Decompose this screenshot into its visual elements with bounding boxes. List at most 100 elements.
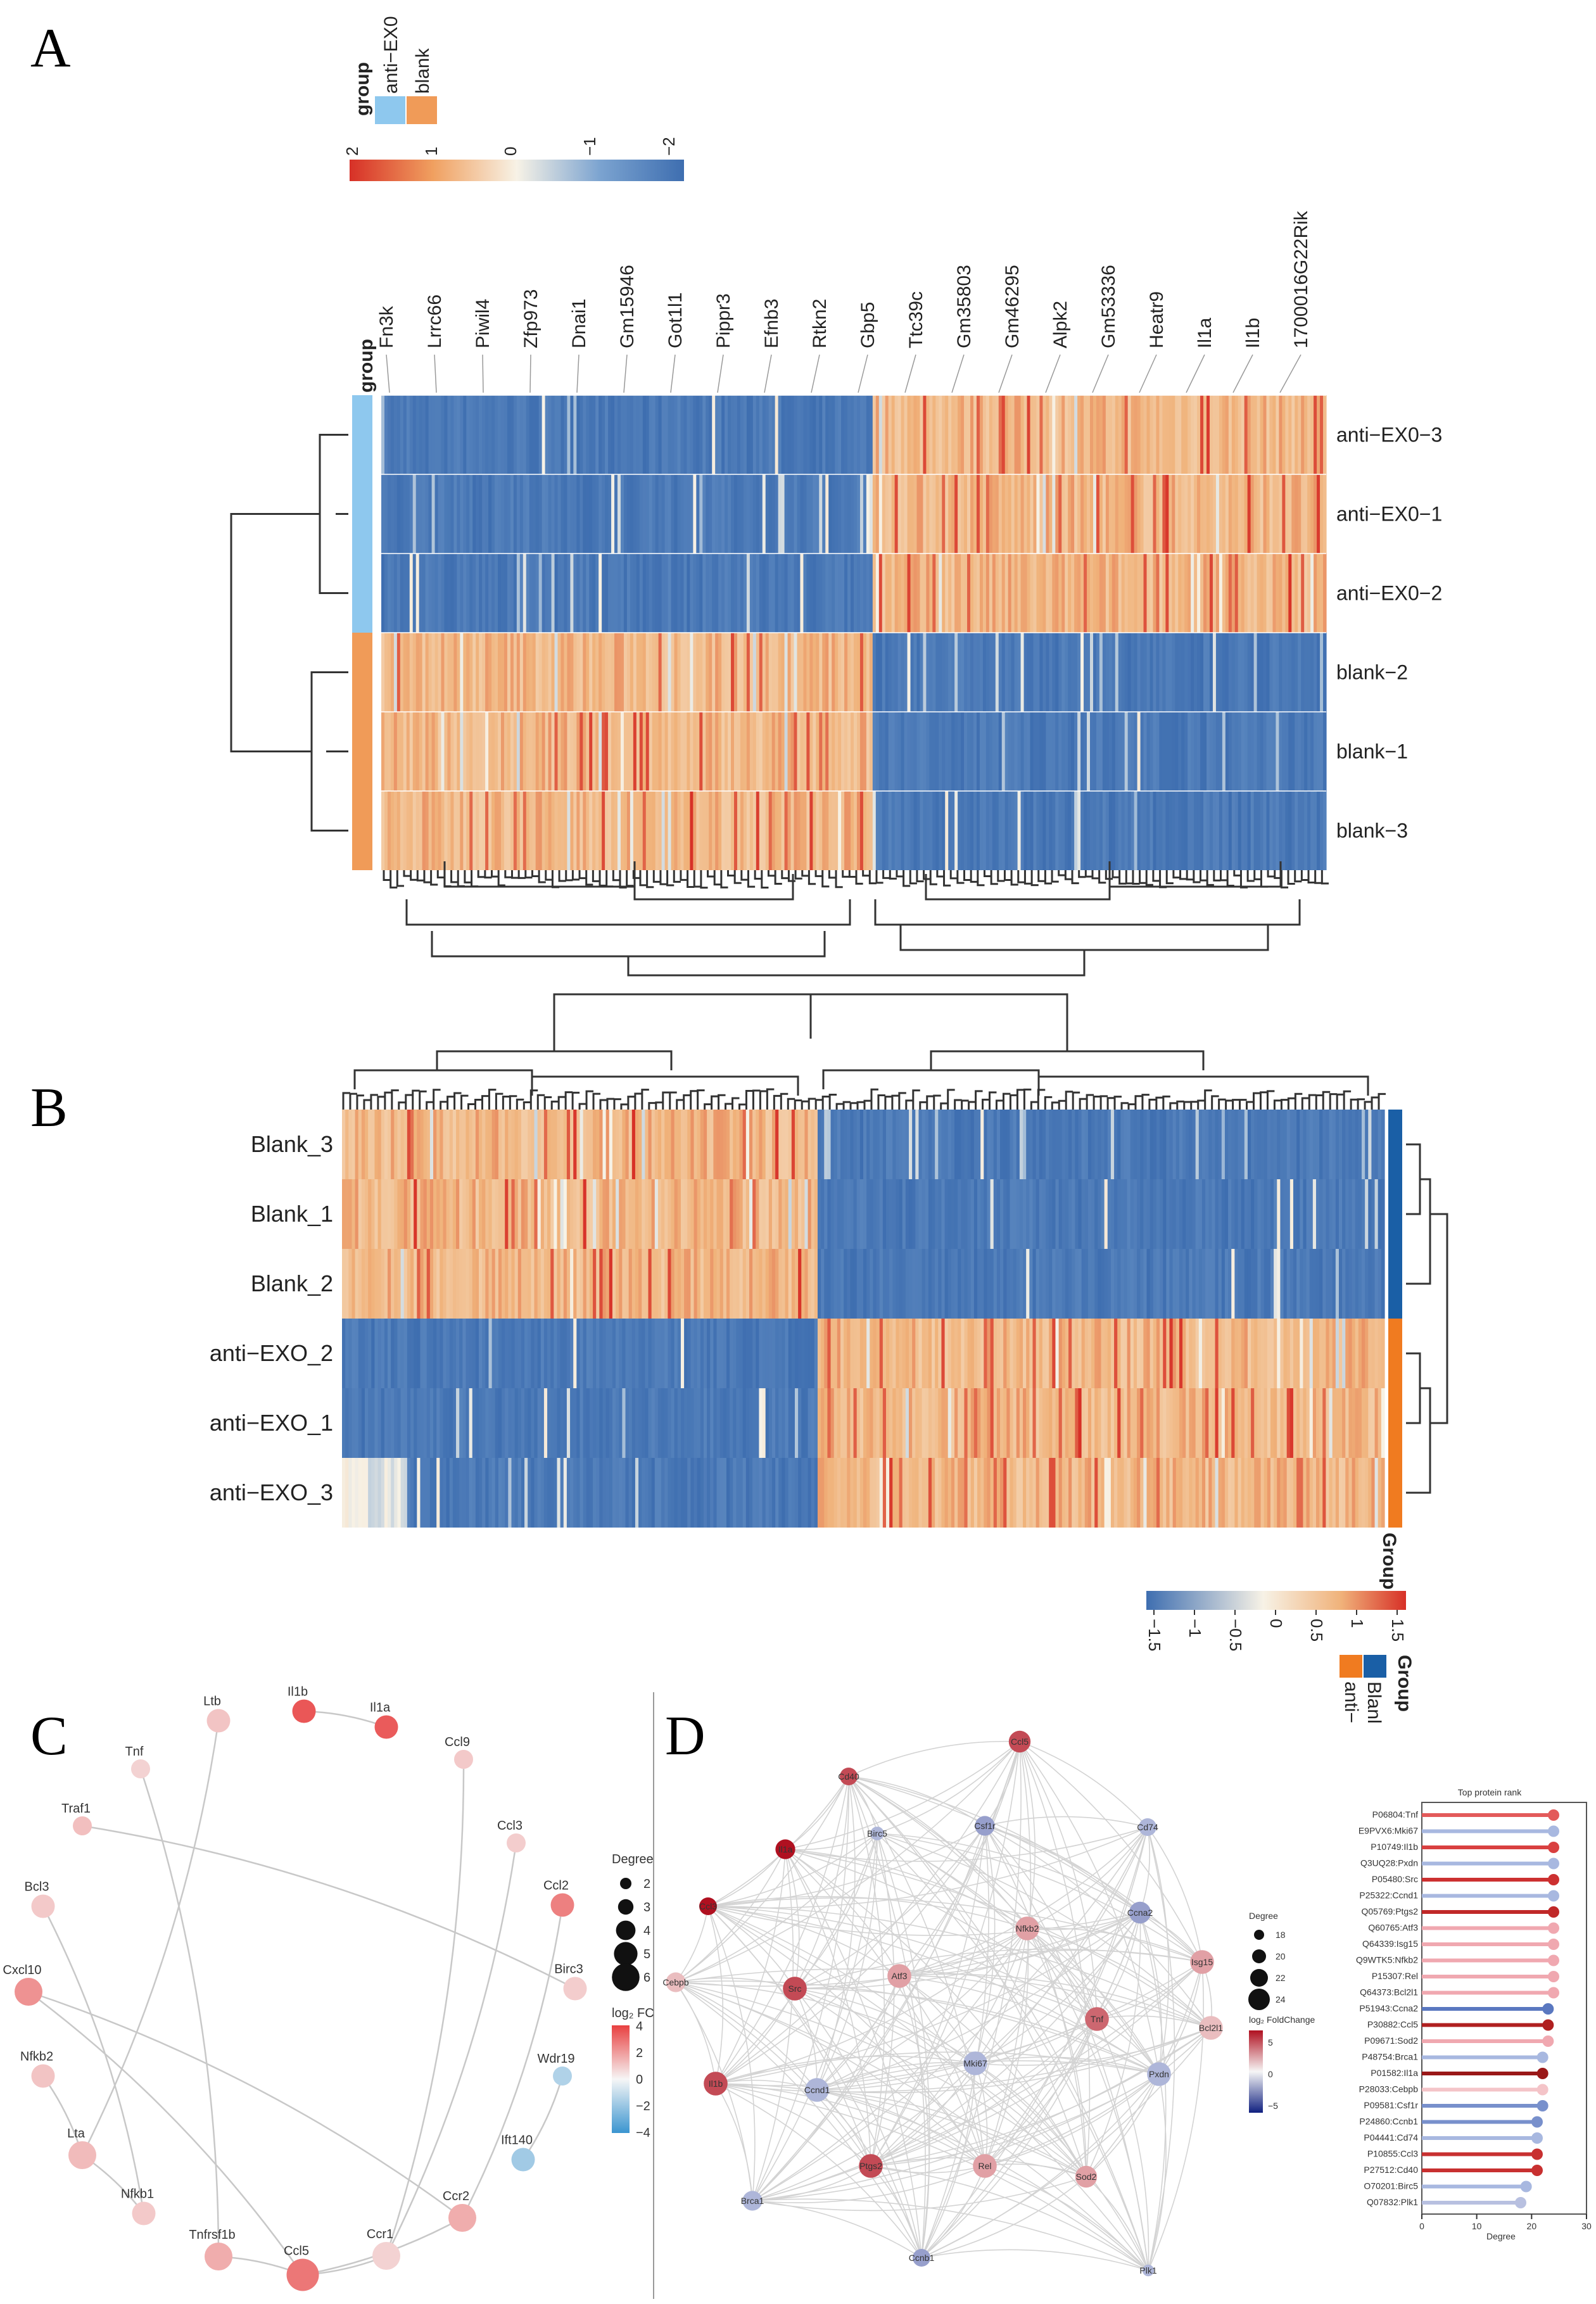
heatmap-cell [961,395,965,474]
heatmap-cell [1061,1110,1066,1179]
heatmap-cell [1008,712,1012,791]
heatmap-cell [1172,1388,1177,1458]
rank-point [1548,1939,1559,1950]
heatmap-cell [1023,474,1028,554]
heatmap-cell [709,474,712,554]
heatmap-cell [941,1249,946,1319]
heatmap-cell [466,1110,470,1179]
heatmap-cell [811,1319,815,1388]
heatmap-cell [905,1458,909,1528]
heatmap-cell [1027,395,1031,474]
gene-leader-line [998,354,1013,393]
heatmap-cell [942,554,946,633]
heatmap-cell [1234,712,1239,791]
heatmap-cell [803,633,807,712]
heatmap-cell [609,1319,613,1388]
colorbar-tick: 4 [636,2020,643,2034]
heatmap-cell [804,1110,809,1179]
heatmap-cell [832,395,835,474]
heatmap-cell [543,1179,548,1249]
heatmap-cell [683,395,688,474]
node-label: Tnfrsf1b [189,2228,235,2242]
heatmap-cell [661,1458,665,1528]
dendro-leaf [848,870,856,878]
heatmap-cell [809,554,813,633]
heatmap-cell [1296,1319,1300,1388]
heatmap-cell [415,633,420,712]
heatmap-cell [1282,474,1286,554]
heatmap-cell [443,1110,447,1179]
heatmap-cell [693,791,697,870]
node-label: Mki67 [963,2058,987,2068]
heatmap-cell [814,1179,818,1249]
heatmap-cell [853,1458,858,1528]
heatmap-cell [482,1110,486,1179]
heatmap-cell [602,1110,607,1179]
heatmap-cell [1017,791,1022,870]
heatmap-cell [778,1458,783,1528]
heatmap-cell [400,1458,405,1528]
size-legend-label: 2 [643,1877,650,1891]
dendro-leaf [780,1092,788,1110]
heatmap-cell [904,474,908,554]
heatmap-cell [381,474,385,554]
heatmap-cell [929,633,933,712]
network-edge [715,1988,795,2084]
heatmap-cell [1165,712,1169,791]
heatmap-cell [1003,1110,1007,1179]
heatmap-cell [428,395,433,474]
heatmap-cell [1322,1249,1327,1319]
dendro-leaf [1112,870,1120,878]
heatmap-cell [661,554,666,633]
heatmap-cell [605,1249,610,1319]
heatmap-cell [1219,712,1223,791]
heatmap-cell [1072,1249,1075,1319]
heatmap-cell [479,474,483,554]
heatmap-cell [1345,1179,1350,1249]
colorbar-tick: −2 [659,137,678,156]
heatmap-cell [961,1110,965,1179]
heatmap-cell [1160,1458,1163,1528]
heatmap-cell [542,474,546,554]
heatmap-cell [697,1458,701,1528]
heatmap-cell [733,1249,737,1319]
heatmap-cell [801,1458,806,1528]
dendro-leaf [902,870,911,887]
heatmap-cell [1101,1249,1105,1319]
heatmap-cell [377,1319,382,1388]
heatmap-cell [431,633,436,712]
heatmap-cell [1260,791,1264,870]
heatmap-cell [1323,554,1327,633]
heatmap-cell [825,474,829,554]
heatmap-cell [734,791,738,870]
heatmap-cell [869,554,873,633]
heatmap-cell [355,1249,359,1319]
heatmap-cell [1099,395,1103,474]
heatmap-cell [907,554,911,633]
heatmap-cell [1165,474,1169,554]
heatmap-cell [1323,395,1327,474]
heatmap-cell [658,712,662,791]
heatmap-cell [1080,791,1084,870]
network-edge [139,1768,220,2257]
heatmap-cell [886,1110,890,1179]
heatmap-cell [1306,1110,1310,1179]
heatmap-cell [889,1110,893,1179]
heatmap-cell [1140,1388,1144,1458]
network-edge [715,2083,1087,2177]
heatmap-cell [1205,1458,1209,1528]
heatmap-cell [935,1249,939,1319]
heatmap-cell [687,1179,691,1249]
heatmap-cell [434,791,439,870]
heatmap-cell [1203,633,1207,712]
heatmap-cell [771,1388,776,1458]
heatmap-cell [429,1319,434,1388]
heatmap-cell [374,1319,379,1388]
heatmap-cell [926,791,930,870]
heatmap-cell [482,395,486,474]
heatmap-cell [942,633,946,712]
heatmap-cell [384,712,388,791]
heatmap-cell [1345,1458,1350,1528]
heatmap-cell [1134,395,1138,474]
